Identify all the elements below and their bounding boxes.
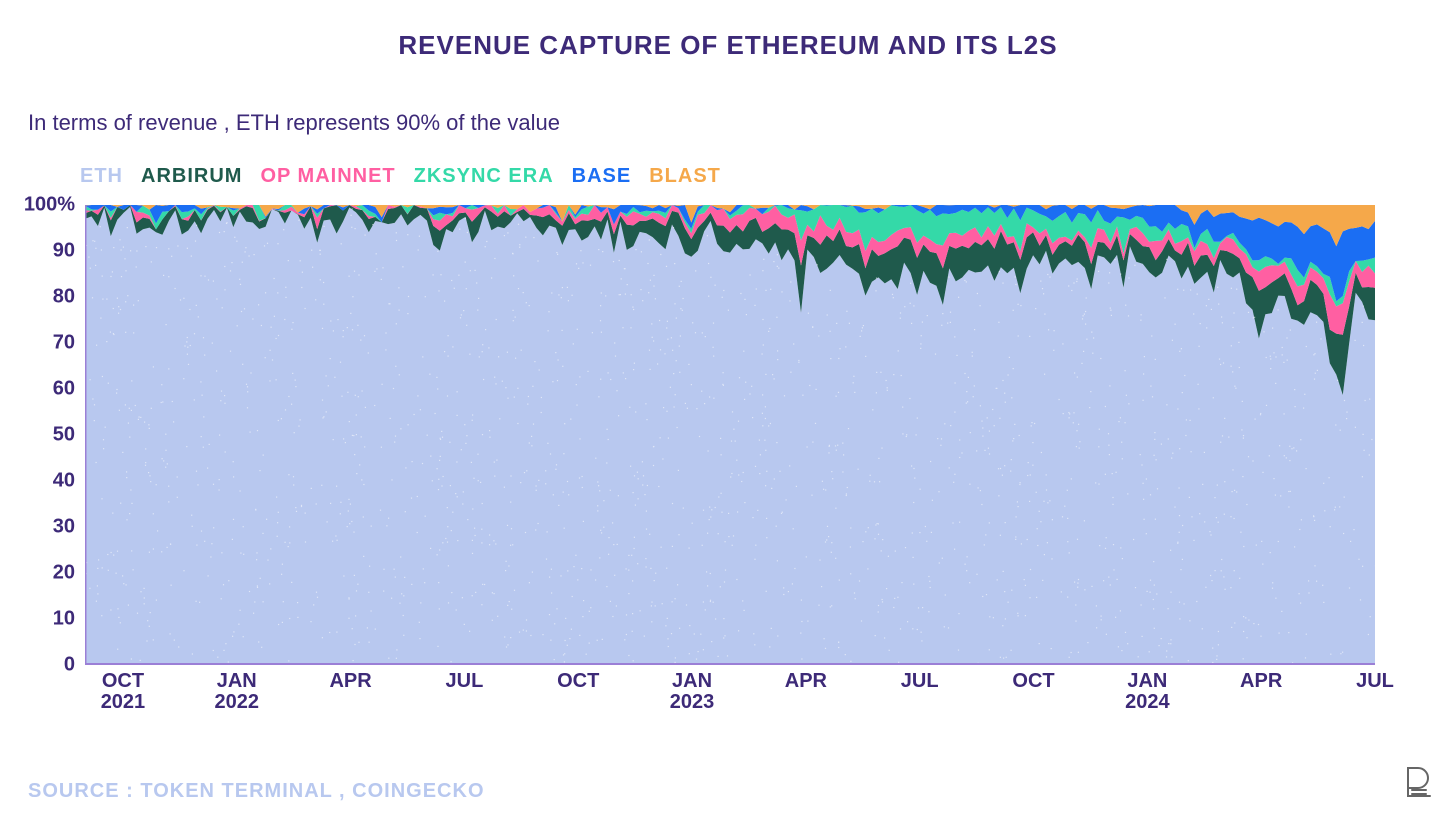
x-tick: JUL: [1356, 671, 1394, 692]
x-tick: JUL: [446, 671, 484, 692]
y-tick: 100%: [24, 194, 75, 217]
legend-item: ZKSYNC ERA: [414, 165, 554, 188]
chart-subtitle: In terms of revenue , ETH represents 90%…: [28, 110, 560, 136]
chart-legend: ETH ARBIRUM OP MAINNET ZKSYNC ERA BASE BLAST: [80, 165, 721, 188]
chart-plot: [85, 205, 1375, 665]
legend-item: OP MAINNET: [260, 165, 395, 188]
x-tick: APR: [1240, 671, 1282, 692]
x-tick: APR: [329, 671, 371, 692]
x-tick: OCT2021: [101, 671, 146, 713]
y-tick: 80: [53, 286, 75, 309]
chart-title: REVENUE CAPTURE OF ETHEREUM AND ITS L2S: [0, 30, 1456, 61]
legend-item: BLAST: [649, 165, 721, 188]
x-tick: JAN2024: [1125, 671, 1170, 713]
x-tick: OCT: [1012, 671, 1054, 692]
y-tick: 50: [53, 424, 75, 447]
y-tick: 10: [53, 608, 75, 631]
y-tick: 0: [64, 654, 75, 677]
y-tick: 40: [53, 470, 75, 493]
x-tick: OCT: [557, 671, 599, 692]
brand-logo-icon: [1402, 764, 1438, 805]
y-tick: 90: [53, 240, 75, 263]
y-axis: 0102030405060708090100%: [0, 205, 75, 665]
x-tick: JAN2023: [670, 671, 715, 713]
legend-item: ARBIRUM: [141, 165, 242, 188]
legend-item: ETH: [80, 165, 123, 188]
source-attribution: SOURCE : TOKEN TERMINAL , COINGECKO: [28, 780, 485, 803]
y-tick: 60: [53, 378, 75, 401]
stacked-area-svg: [85, 205, 1375, 665]
x-tick: APR: [785, 671, 827, 692]
y-tick: 30: [53, 516, 75, 539]
x-tick: JAN2022: [215, 671, 260, 713]
y-tick: 70: [53, 332, 75, 355]
y-tick: 20: [53, 562, 75, 585]
x-tick: JUL: [901, 671, 939, 692]
x-axis: OCT2021 JAN2022 APR JUL OCT JAN2023 APR JUL OCT J…: [85, 671, 1375, 731]
legend-item: BASE: [572, 165, 632, 188]
